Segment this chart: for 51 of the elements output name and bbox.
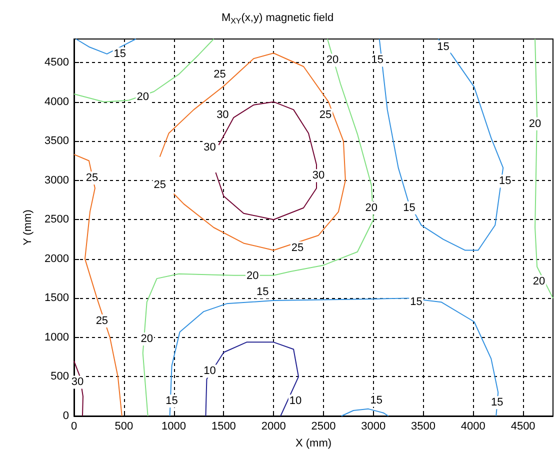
- x-tick-label: 3000: [361, 420, 386, 432]
- annotation: 15: [490, 396, 504, 409]
- annotation: 20: [136, 91, 149, 104]
- annotation: 20: [528, 118, 542, 130]
- annotation: 15: [498, 175, 512, 188]
- y-tick-label: 3500: [44, 135, 69, 148]
- y-tick-label: 4000: [44, 96, 69, 108]
- annotation: 20: [326, 54, 339, 66]
- x-tick-label: 500: [114, 420, 134, 432]
- annotation: 25: [86, 172, 98, 184]
- annotation: 20: [532, 276, 546, 288]
- x-tick-label: 4000: [460, 420, 486, 432]
- annotation: 15: [114, 48, 126, 60]
- y-tick-label: 2000: [44, 252, 69, 265]
- annotation: 10: [204, 365, 216, 378]
- x-tick-label: 1500: [211, 420, 236, 432]
- annotation: 15: [166, 395, 178, 408]
- annotation: 25: [96, 314, 108, 327]
- annotation: 25: [291, 242, 304, 254]
- annotation: 15: [403, 202, 416, 214]
- y-tick-label: 4500: [44, 56, 69, 69]
- y-tick-label: 3000: [44, 174, 69, 186]
- annotation: 30: [216, 109, 229, 122]
- y-axis-title: Y (mm): [22, 210, 34, 246]
- annotation: 30: [71, 376, 84, 388]
- annotation: 20: [365, 202, 378, 214]
- annotation: 30: [312, 170, 325, 182]
- annotation: 15: [437, 40, 450, 53]
- y-tick-label: 2500: [44, 214, 69, 226]
- x-tick-label: 2500: [311, 420, 336, 432]
- x-tick-label: 0: [70, 420, 78, 432]
- annotation: 20: [140, 333, 153, 346]
- y-tick-label: 1500: [44, 292, 69, 304]
- y-tick-label: 0: [62, 410, 69, 422]
- annotation: 25: [319, 109, 332, 122]
- annotation: 15: [370, 394, 382, 406]
- x-tick-label: 2000: [261, 420, 286, 432]
- annotation: 20: [246, 270, 259, 282]
- annotation: 15: [410, 296, 422, 308]
- x-tick-label: 4500: [510, 420, 536, 432]
- x-axis-title: X (mm): [295, 438, 332, 450]
- annotation: 25: [214, 68, 226, 80]
- annotation: 15: [256, 286, 269, 298]
- y-tick-label: 1000: [44, 331, 69, 344]
- annotation: 25: [154, 179, 166, 192]
- x-tick-label: 1000: [162, 420, 186, 432]
- annotation: 10: [289, 395, 302, 408]
- y-tick-label: 500: [50, 370, 69, 383]
- annotation: 15: [371, 54, 384, 66]
- annotation: 30: [204, 141, 216, 154]
- x-tick-label: 3500: [411, 420, 436, 432]
